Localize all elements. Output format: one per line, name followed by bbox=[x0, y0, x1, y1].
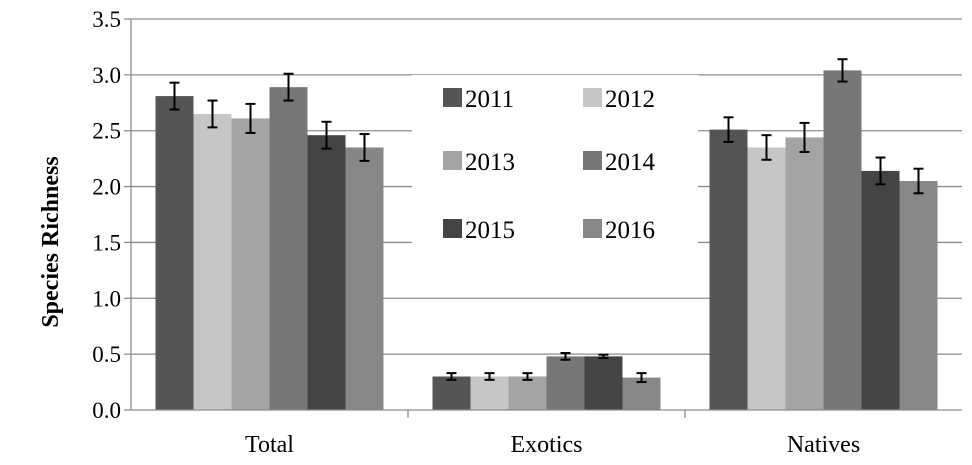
legend-label-2011: 2011 bbox=[465, 86, 514, 113]
bar-2012-total bbox=[193, 113, 232, 410]
legend-swatch-2015 bbox=[443, 219, 462, 238]
y-tick-label: 1.0 bbox=[92, 286, 121, 311]
bar-2015-exotics bbox=[584, 356, 623, 410]
x-tick-label: Natives bbox=[787, 432, 860, 458]
y-tick-label: 1.5 bbox=[92, 230, 121, 255]
x-tick-label: Exotics bbox=[511, 432, 583, 458]
y-tick-label: 0.0 bbox=[92, 398, 121, 423]
error-bars bbox=[169, 58, 924, 384]
y-tick-label: 3.0 bbox=[92, 63, 121, 88]
bar-2016-total bbox=[345, 147, 384, 410]
y-axis-title: Species Richness bbox=[38, 156, 64, 327]
y-tick-label: 2.5 bbox=[92, 119, 121, 144]
bars bbox=[155, 70, 938, 410]
legend-label-2015: 2015 bbox=[465, 217, 515, 244]
bar-2016-natives bbox=[899, 180, 938, 410]
bar-2011-total bbox=[155, 96, 194, 410]
bar-2014-total bbox=[269, 87, 308, 410]
bar-2012-natives bbox=[747, 147, 786, 410]
legend-label-2012: 2012 bbox=[605, 86, 655, 113]
y-tick-label: 0.5 bbox=[92, 342, 121, 367]
bar-2014-natives bbox=[823, 70, 862, 410]
legend-swatch-2012 bbox=[583, 88, 602, 107]
bar-2013-exotics bbox=[508, 376, 547, 410]
legend-label-2013: 2013 bbox=[465, 149, 515, 176]
legend: 2011 2012 2013 2014 2015 2016 bbox=[412, 75, 698, 265]
legend-label-2014: 2014 bbox=[605, 149, 656, 176]
bar-2011-exotics bbox=[432, 376, 471, 410]
bar-2013-natives bbox=[785, 137, 824, 410]
legend-swatch-2013 bbox=[443, 151, 462, 170]
bar-2013-total bbox=[231, 118, 270, 410]
bar-2015-total bbox=[307, 135, 346, 410]
bar-2012-exotics bbox=[470, 376, 509, 410]
axes: 0.0 0.5 1.0 1.5 2.0 2.5 3.0 3.5 Total Exotics Nati… bbox=[92, 7, 962, 458]
bar-2014-exotics bbox=[546, 356, 585, 410]
y-tick-label: 2.0 bbox=[92, 175, 121, 200]
legend-swatch-2016 bbox=[583, 219, 602, 238]
x-tick-label: Total bbox=[245, 432, 294, 458]
y-tick-label: 3.5 bbox=[92, 7, 121, 32]
legend-swatch-2014 bbox=[583, 151, 602, 170]
legend-swatch-2011 bbox=[443, 88, 462, 107]
legend-label-2016: 2016 bbox=[605, 217, 655, 244]
bar-2011-natives bbox=[709, 129, 748, 410]
bar-2015-natives bbox=[861, 170, 900, 410]
